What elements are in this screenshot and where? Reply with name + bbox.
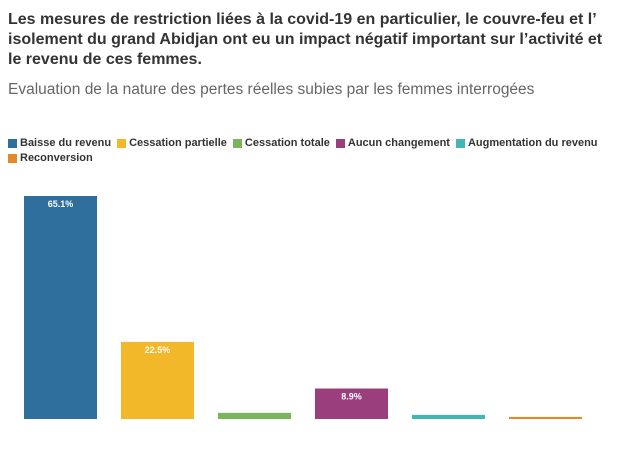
data-label-aucun-changement: 8.9% [341,392,362,402]
legend-label: Augmentation du revenu [467,137,598,149]
bar-reconversion[interactable] [509,416,582,419]
legend-item-reconversion[interactable]: Reconversion [8,152,93,165]
legend-item-augmentation-du-revenu[interactable]: Augmentation du revenu [455,137,598,150]
legend-swatch [335,139,345,148]
legend-swatch [8,154,17,163]
bar-cessation-partielle[interactable] [121,341,194,419]
bar-augmentation-du-revenu[interactable] [412,414,485,419]
data-label-cessation-partielle: 22.5% [145,345,171,355]
legend-swatch [455,139,465,148]
legend-label: Reconversion [20,152,93,164]
legend-item-aucun-changement[interactable]: Aucun changement [335,137,450,150]
legend-label: Cessation totale [244,137,330,149]
legend-label: Aucun changement [347,137,450,149]
bar-aucun-changement[interactable] [315,388,388,419]
legend-swatch [8,139,17,148]
legend-item-cessation-totale[interactable]: Cessation totale [232,137,330,150]
legend-swatch [117,139,127,148]
bar-baisse-du-revenu[interactable] [24,196,97,419]
data-label-baisse-du-revenu: 65.1% [48,199,74,209]
chart-title: Les mesures de restriction liées à la co… [8,11,603,68]
legend-label: Baisse du revenu [20,137,112,149]
legend-item-baisse-du-revenu[interactable]: Baisse du revenu [8,137,111,150]
bar-cessation-totale[interactable] [218,412,291,419]
chart-subtitle: Evaluation de la nature des pertes réell… [8,81,535,98]
legend-label: Cessation partielle [129,137,227,149]
legend: Baisse du revenu Cessation partielle Cessa… [8,137,618,165]
legend-swatch [232,139,242,148]
legend-item-cessation-partielle[interactable]: Cessation partielle [117,137,227,150]
